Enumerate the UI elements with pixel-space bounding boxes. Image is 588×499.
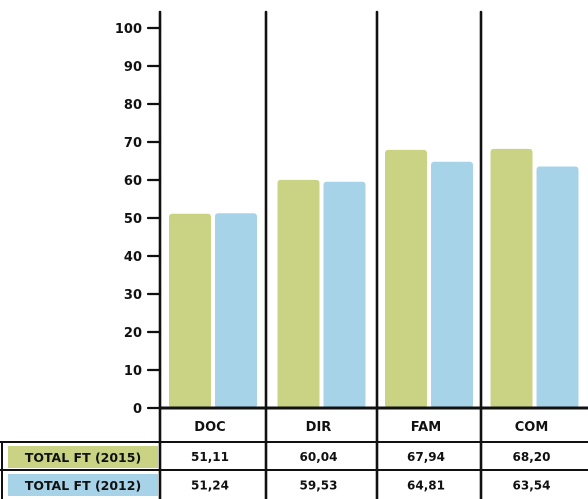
y-tick-label: 80 xyxy=(124,98,142,113)
bar-dir-series-1 xyxy=(277,179,320,408)
y-axis: 0 10 20 30 40 50 60 70 80 90 100 xyxy=(115,22,162,417)
category-label: DIR xyxy=(306,420,332,435)
category-label: FAM xyxy=(411,420,441,435)
bar-com-series-1 xyxy=(490,148,533,408)
data-label: 68,20 xyxy=(513,450,551,464)
data-table: DOC DIR FAM COM TOTAL FT (2015) 51,11 60,04 67,… xyxy=(0,406,588,499)
data-label: 67,94 xyxy=(407,450,445,464)
bar-fam-series-1 xyxy=(385,149,427,408)
bars xyxy=(169,148,579,408)
y-tick-label: 70 xyxy=(124,136,142,151)
bar-doc-series-1 xyxy=(169,213,211,408)
data-label: 51,24 xyxy=(191,479,229,493)
bar-doc-series-2 xyxy=(215,213,257,408)
legend-swatch-series-2 xyxy=(8,474,158,496)
y-tick-label: 100 xyxy=(115,22,142,37)
legend-swatch-series-1 xyxy=(8,446,158,468)
y-tick-label: 20 xyxy=(124,326,142,341)
y-tick-label: 60 xyxy=(124,174,142,189)
data-label: 60,04 xyxy=(300,450,338,464)
data-label: 63,54 xyxy=(513,479,551,493)
data-label: 51,11 xyxy=(191,450,229,464)
y-tick-label: 50 xyxy=(124,212,142,227)
y-tick-label: 90 xyxy=(124,60,142,75)
bar-dir-series-2 xyxy=(323,181,366,408)
y-tick-label: 40 xyxy=(124,250,142,265)
y-tick-label: 30 xyxy=(124,288,142,303)
category-label: COM xyxy=(515,420,549,435)
y-tick-label: 10 xyxy=(124,364,142,379)
y-tick-label: 0 xyxy=(133,402,142,417)
data-label: 64,81 xyxy=(407,479,445,493)
data-label: 59,53 xyxy=(300,479,338,493)
legend-label: TOTAL FT (2015) xyxy=(25,450,141,465)
category-label: DOC xyxy=(194,420,225,435)
legend-label: TOTAL FT (2012) xyxy=(25,478,141,493)
bar-com-series-2 xyxy=(536,166,579,408)
bar-fam-series-2 xyxy=(431,161,473,408)
